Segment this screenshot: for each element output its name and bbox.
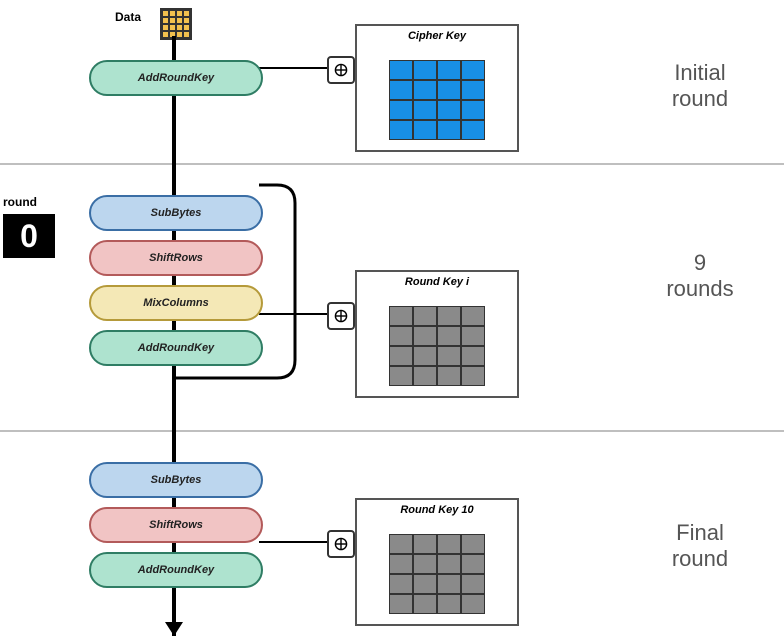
xor-2 — [327, 530, 355, 558]
pill-mix1: MixColumns — [89, 285, 263, 321]
pill-ark0: AddRoundKey — [89, 60, 263, 96]
keybox-2-grid — [389, 534, 485, 614]
label-middle-rounds: 9rounds — [640, 250, 760, 302]
keybox-2: Round Key 10 — [355, 498, 519, 626]
keybox-2-title: Round Key 10 — [357, 504, 517, 516]
divider-1 — [0, 163, 784, 165]
pill-shift2: ShiftRows — [89, 507, 263, 543]
round-counter: 0 — [3, 214, 55, 258]
keybox-0-title: Cipher Key — [357, 30, 517, 42]
data-label: Data — [115, 10, 141, 24]
pill-shift1: ShiftRows — [89, 240, 263, 276]
pill-ark2: AddRoundKey — [89, 552, 263, 588]
keybox-1-title: Round Key i — [357, 276, 517, 288]
round-counter-label: round — [3, 195, 37, 209]
keybox-0: Cipher Key — [355, 24, 519, 152]
pill-sub1: SubBytes — [89, 195, 263, 231]
label-final-round: Finalround — [640, 520, 760, 572]
divider-2 — [0, 430, 784, 432]
pill-ark1: AddRoundKey — [89, 330, 263, 366]
data-state-box — [160, 8, 192, 40]
keybox-0-grid — [389, 60, 485, 140]
label-initial-round: Initialround — [640, 60, 760, 112]
xor-0 — [327, 56, 355, 84]
keybox-1: Round Key i — [355, 270, 519, 398]
xor-1 — [327, 302, 355, 330]
pill-sub2: SubBytes — [89, 462, 263, 498]
keybox-1-grid — [389, 306, 485, 386]
aes-diagram: { "canvas":{"w":784,"h":644,"bg":"#fffff… — [0, 0, 784, 644]
